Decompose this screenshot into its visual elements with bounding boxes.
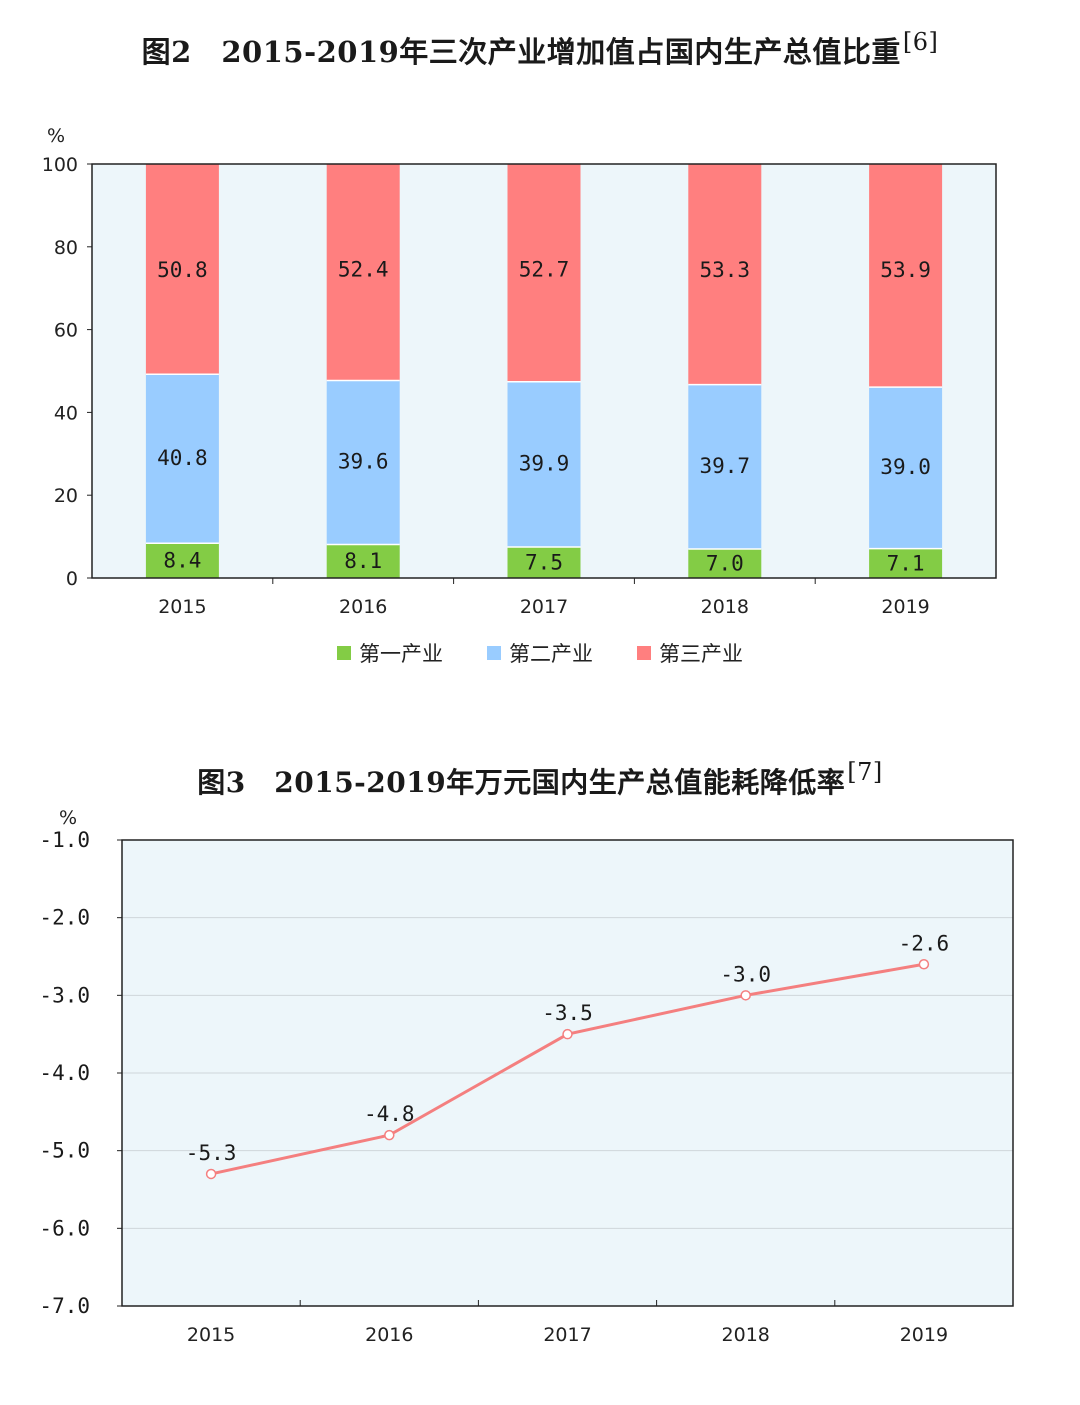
line-chart: -7.0 -6.0 -5.0 -4.0 -3.0 -2.0 -1.0% -5.3 2015 -4.… [39, 807, 1014, 1346]
data-label: 7.0 [706, 552, 744, 576]
bar-segment [145, 164, 219, 375]
y-tick-label: -6.0 [39, 1216, 90, 1240]
bar-segment [326, 163, 400, 381]
bar-segment [145, 543, 219, 578]
bar-segment [145, 374, 219, 544]
data-label: 53.9 [880, 258, 931, 282]
data-label: 7.5 [525, 550, 563, 574]
data-point [384, 1129, 395, 1141]
bar-segment [326, 544, 400, 578]
data-label: 39.9 [519, 451, 570, 475]
plot-border [91, 163, 997, 579]
x-tick-label: 2019 [900, 1324, 948, 1346]
y-tick-label: -3.0 [39, 983, 90, 1007]
y-tick-label: -7.0 [39, 1294, 90, 1318]
data-point [205, 1168, 217, 1180]
x-tick-label: 2019 [881, 596, 929, 618]
legend-item: 第二产业 [487, 638, 593, 668]
stacked-bar-chart: 8.4 40.8 50.8 2015 8.1 39.6 52.4 2016 7.5 39.9 52.… [42, 125, 997, 618]
data-label: -2.6 [899, 931, 950, 955]
y-tick-label: 0 [66, 568, 78, 590]
data-label: -3.0 [720, 962, 771, 986]
y-unit-label: % [47, 125, 65, 147]
legend-swatch [637, 646, 651, 660]
data-label: 52.7 [519, 258, 570, 282]
y-tick-label: -1.0 [39, 828, 90, 852]
figure-3: 图3 2015-2019年万元国内生产总值能耗降低率[7] -7.0 -6.0 -5… [0, 740, 1080, 1405]
data-label: 39.6 [338, 449, 389, 473]
legend-swatch [337, 646, 351, 660]
data-label: 40.8 [157, 446, 208, 470]
bar-segment [507, 546, 581, 578]
legend-item: 第一产业 [337, 638, 443, 668]
y-tick-label: 20 [54, 485, 78, 507]
data-label: 39.0 [880, 455, 931, 479]
x-tick-label: 2015 [187, 1324, 235, 1346]
y-tick-label: -5.0 [39, 1139, 90, 1163]
data-point [562, 1028, 573, 1040]
legend-label: 第二产业 [509, 642, 593, 666]
figure-3-ref: [7] [847, 758, 883, 786]
x-tick-label: 2016 [339, 596, 387, 618]
x-tick-label: 2017 [543, 1324, 591, 1346]
figure-2: 图2 2015-2019年三次产业增加值占国内生产总值比重[6] 8.4 40.8… [0, 0, 1080, 700]
bar-segment [688, 164, 762, 385]
bar-segment [507, 163, 581, 382]
data-label: 52.4 [338, 258, 389, 282]
data-label: 8.1 [344, 549, 382, 573]
bar-segment [507, 381, 581, 547]
y-tick-label: 60 [54, 320, 78, 342]
data-label: -3.5 [542, 1001, 593, 1025]
data-point [918, 959, 930, 970]
legend-label: 第三产业 [659, 642, 743, 666]
bar-segment [688, 549, 762, 578]
data-label: -4.8 [364, 1102, 415, 1126]
legend-item: 第三产业 [637, 638, 743, 668]
y-tick-label: 40 [54, 402, 78, 424]
legend-label: 第一产业 [359, 642, 443, 666]
figure-3-title: 图3 2015-2019年万元国内生产总值能耗降低率[7] [197, 758, 883, 799]
data-label: 53.3 [700, 258, 751, 282]
y-tick-label: 100 [42, 154, 78, 176]
y-tick-label: 80 [54, 237, 78, 259]
bar-segment [869, 387, 943, 549]
x-tick-label: 2015 [158, 596, 206, 618]
x-tick-label: 2018 [701, 596, 749, 618]
legend-swatch [487, 646, 501, 660]
data-label: 50.8 [157, 258, 208, 282]
x-tick-label: 2016 [365, 1324, 413, 1346]
data-label: 8.4 [163, 549, 201, 573]
data-point [740, 990, 751, 1001]
figure-2-title: 图2 2015-2019年三次产业增加值占国内生产总值比重[6] [141, 28, 939, 69]
figure-2-ref: [6] [902, 28, 939, 56]
plot-border [121, 839, 1014, 1307]
data-label: 7.1 [887, 551, 925, 575]
bar-segment [326, 380, 400, 545]
bar-segment [869, 548, 943, 578]
y-tick-label: -4.0 [39, 1061, 90, 1085]
legend: 第一产业 第二产业 第三产业 [0, 638, 1080, 668]
data-label: -5.3 [186, 1141, 237, 1165]
bar-segment [688, 384, 762, 550]
x-tick-label: 2017 [520, 596, 568, 618]
y-unit-label: % [59, 807, 77, 829]
data-label: 39.7 [700, 454, 751, 478]
x-tick-label: 2018 [722, 1324, 770, 1346]
y-tick-label: -2.0 [39, 906, 90, 930]
bar-segment [869, 164, 943, 388]
